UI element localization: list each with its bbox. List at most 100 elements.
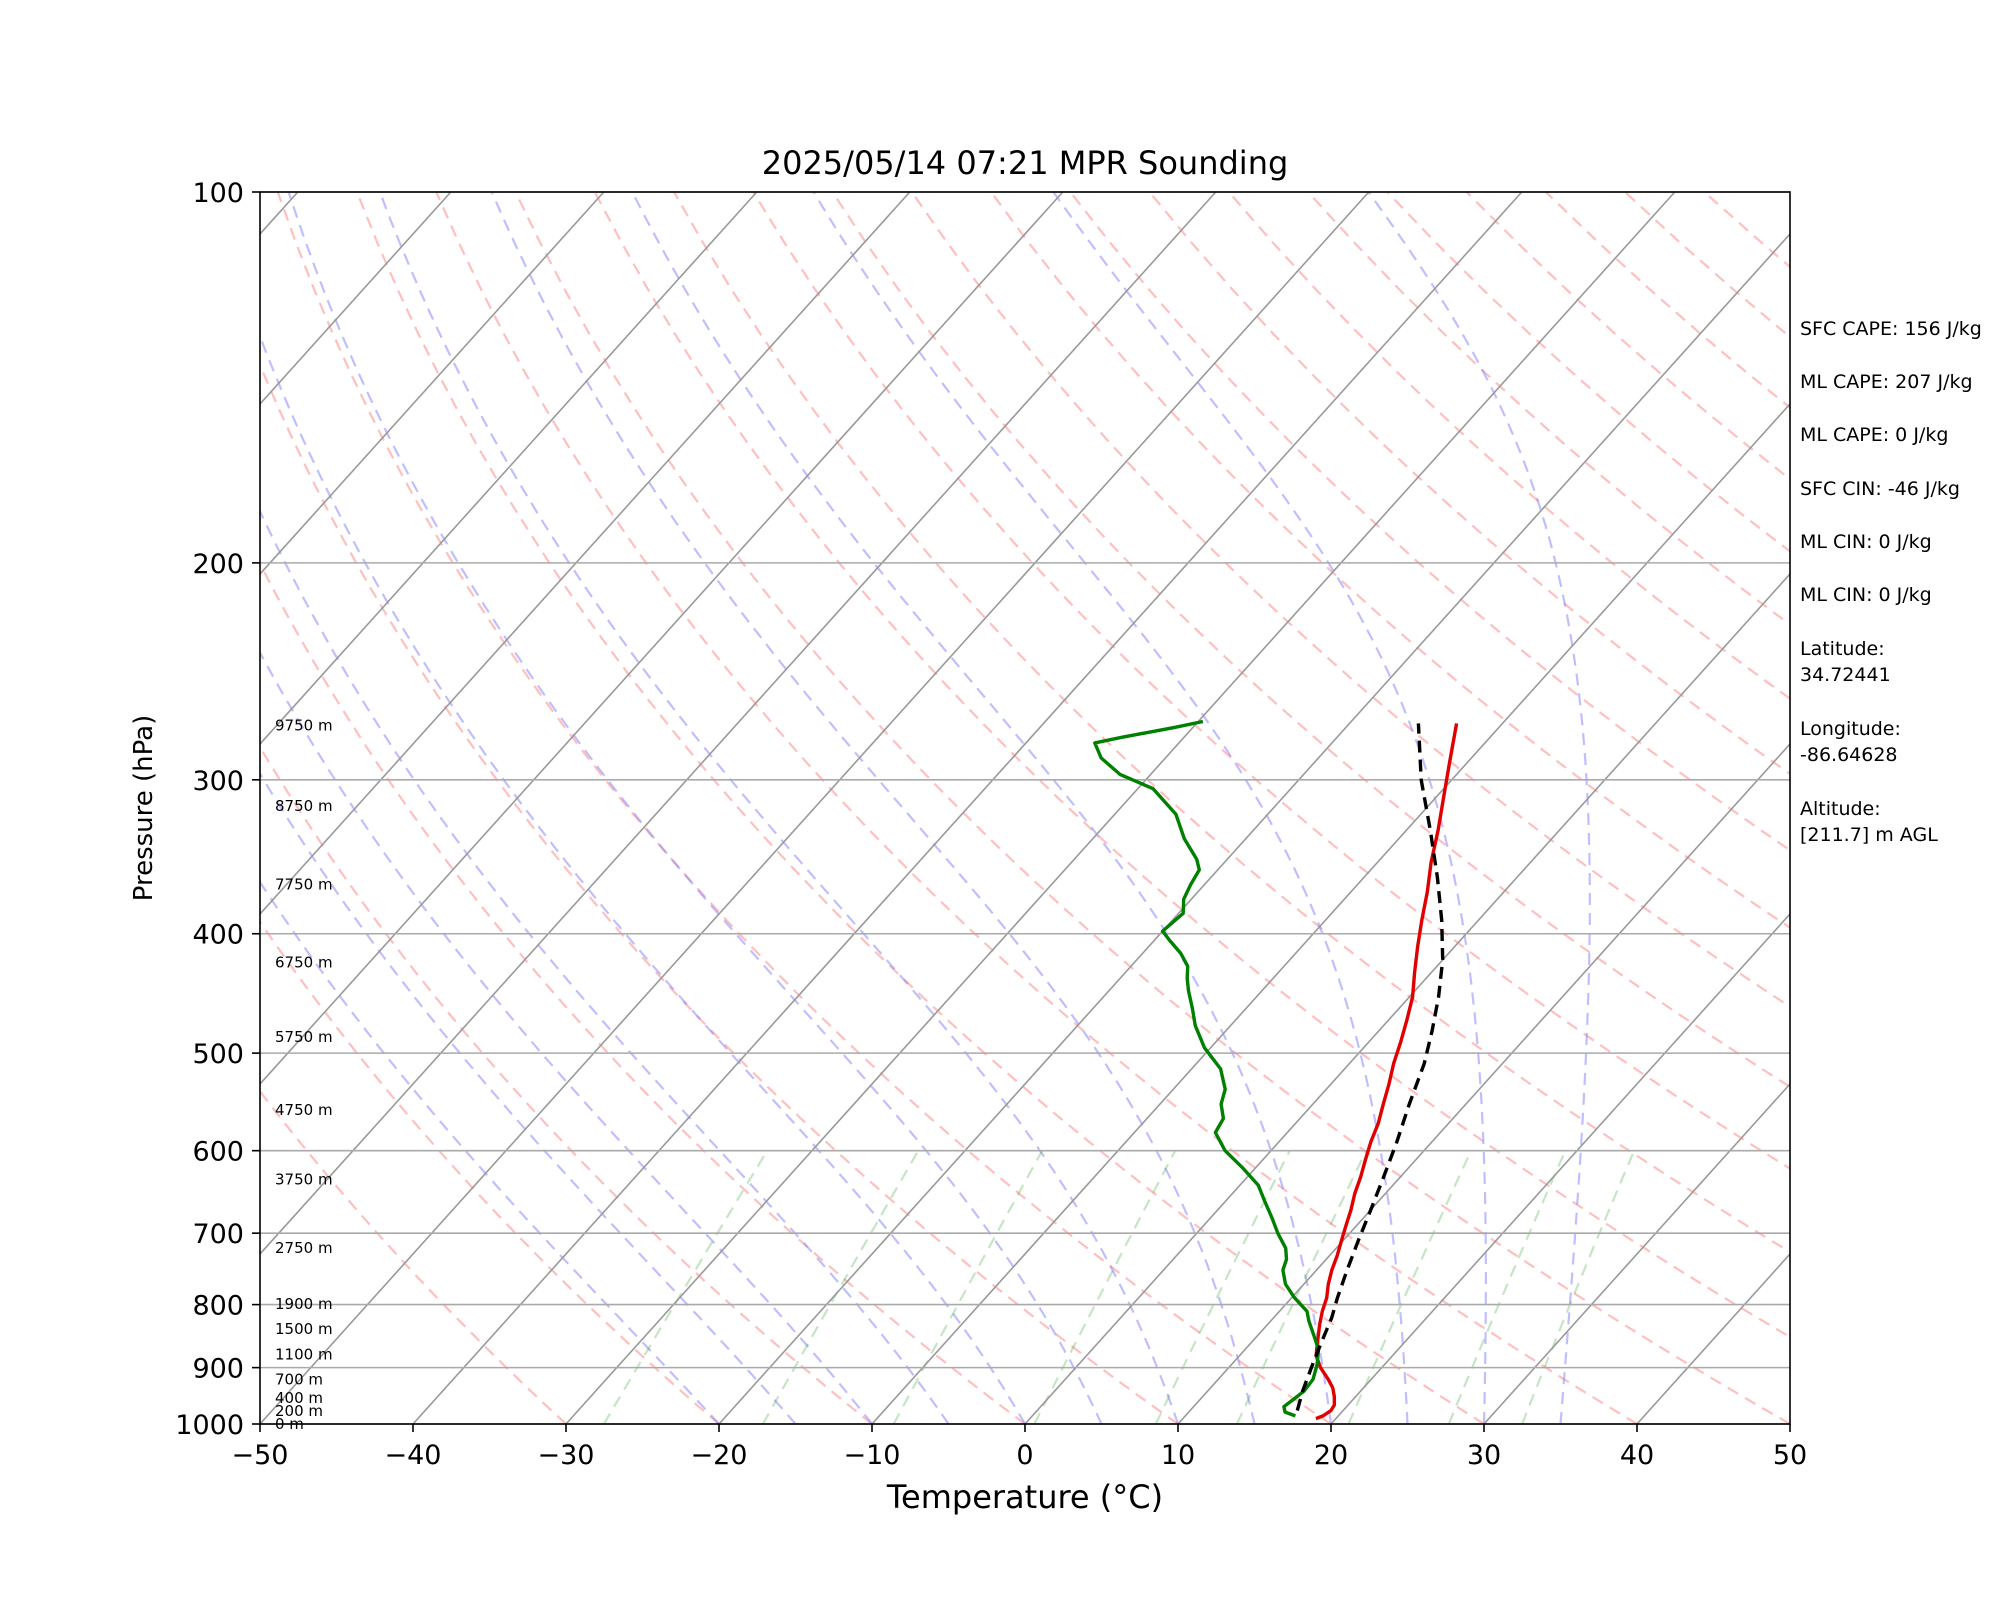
- latitude-label: Latitude: 34.72441: [1800, 638, 1891, 686]
- isotherm: [1177, 742, 1790, 1424]
- dry-adiabat: [260, 919, 720, 1424]
- height-label: 6750 m: [275, 953, 333, 971]
- height-label: 1500 m: [275, 1320, 333, 1338]
- x-tick-label: −20: [691, 1440, 748, 1471]
- dry-adiabat: [260, 361, 1179, 1424]
- sfc-cin-label: SFC CIN: -46 J/kg: [1800, 478, 1960, 500]
- moist-adiabat: [260, 508, 950, 1424]
- ml-cin-label: ML CIN: 0 J/kg: [1800, 531, 1932, 553]
- isotherm: [718, 232, 1790, 1424]
- temperature-profile: [1314, 723, 1459, 1421]
- y-tick-label: 500: [192, 1039, 244, 1070]
- moist-adiabat: [260, 333, 1026, 1424]
- height-label: 1900 m: [275, 1295, 333, 1313]
- height-label: 3750 m: [275, 1170, 333, 1188]
- isotherm: [260, 192, 1370, 1424]
- y-tick-label: 300: [192, 766, 244, 797]
- x-tick-label: 20: [1314, 1440, 1348, 1471]
- isotherm: [260, 192, 911, 916]
- background-reference-lines: [0, 192, 1790, 1424]
- isotherm: [1483, 1082, 1790, 1424]
- height-label: 9750 m: [275, 716, 333, 734]
- isotherm: [260, 192, 1064, 1086]
- x-tick-label: −50: [232, 1440, 289, 1471]
- dry-adiabat: [260, 745, 873, 1424]
- x-tick-label: 0: [1016, 1440, 1033, 1471]
- height-label: 2750 m: [275, 1239, 333, 1257]
- mixing-ratio-line: [1154, 1150, 1291, 1424]
- moist-adiabat: [260, 650, 873, 1424]
- dry-adiabat: [514, 192, 1790, 1424]
- isotherm: [1024, 572, 1790, 1424]
- dry-adiabat: [1227, 192, 1790, 700]
- ml-cin-label-2: ML CIN: 0 J/kg: [1800, 584, 1932, 606]
- y-tick-label: 700: [192, 1219, 244, 1250]
- mixing-ratio-line: [1521, 1150, 1636, 1424]
- ml-cape-label-2: ML CAPE: 0 J/kg: [1800, 424, 1949, 446]
- mixing-ratio-line: [1033, 1150, 1177, 1424]
- dewpoint-profile: [1093, 719, 1321, 1418]
- dry-adiabat: [276, 192, 1332, 1424]
- mixing-ratio-line: [602, 1150, 769, 1424]
- height-label: 400 m: [275, 1389, 323, 1407]
- height-label: 7750 m: [275, 876, 333, 894]
- isotherm: [260, 192, 1217, 1256]
- height-label: 8750 m: [275, 797, 333, 815]
- y-tick-label: 1000: [175, 1410, 244, 1441]
- moist-adiabat: [1367, 192, 1591, 1424]
- moist-adiabat: [287, 192, 1103, 1424]
- dry-adiabat: [752, 192, 1790, 1170]
- isotherm: [260, 192, 758, 746]
- y-axis-ticks: 100 200 300 400 500 600 700 800 900 1000: [175, 178, 260, 1441]
- y-tick-label: 100: [192, 178, 244, 209]
- height-label: 4750 m: [275, 1101, 333, 1119]
- dry-adiabat: [673, 192, 1790, 1254]
- longitude-label: Longitude: -86.64628: [1800, 718, 1901, 766]
- y-axis-label: Pressure (hPa): [129, 715, 159, 902]
- isotherm: [412, 192, 1523, 1424]
- y-tick-label: 800: [192, 1291, 244, 1322]
- moist-adiabat: [812, 192, 1409, 1424]
- mixing-ratio-line: [892, 1150, 1044, 1424]
- y-tick-label: 200: [192, 549, 244, 580]
- x-tick-label: 40: [1620, 1440, 1654, 1471]
- ml-cape-label: ML CAPE: 207 J/kg: [1800, 371, 1973, 393]
- mixing-ratio-line: [1447, 1150, 1567, 1424]
- dry-adiabat: [260, 561, 1026, 1424]
- x-tick-label: −40: [385, 1440, 442, 1471]
- isotherm: [260, 192, 605, 576]
- height-label: 5750 m: [275, 1028, 333, 1046]
- dry-adiabat: [355, 192, 1485, 1424]
- plot-frame: [259, 191, 1791, 1425]
- parcel-profile: [1295, 723, 1445, 1411]
- sounding-profiles: [1093, 719, 1459, 1421]
- y-tick-label: 900: [192, 1354, 244, 1385]
- x-tick-label: −10: [844, 1440, 901, 1471]
- moist-adiabat: [1052, 192, 1487, 1424]
- dry-adiabat: [1069, 192, 1790, 852]
- y-tick-label: 400: [192, 920, 244, 951]
- y-tick-label: 600: [192, 1137, 244, 1168]
- height-label: 1100 m: [275, 1345, 333, 1363]
- x-tick-label: 30: [1467, 1440, 1501, 1471]
- isotherm: [0, 192, 145, 1424]
- x-axis-label: Temperature (°C): [886, 1478, 1163, 1516]
- pressure-gridlines: [260, 191, 1790, 1425]
- sfc-cape-label: SFC CAPE: 156 J/kg: [1800, 318, 1982, 340]
- x-axis-ticks: −50 −40 −30 −20 −10 0 10 20 30 40 50: [232, 1424, 1807, 1471]
- altitude-label: Altitude: [211.7] m AGL: [1800, 798, 1938, 846]
- chart-title: 2025/05/14 07:21 MPR Sounding: [762, 144, 1289, 182]
- x-tick-label: 50: [1773, 1440, 1807, 1471]
- x-tick-label: −30: [538, 1440, 595, 1471]
- x-tick-label: 10: [1161, 1440, 1195, 1471]
- isotherm: [260, 192, 452, 406]
- dry-adiabat: [593, 192, 1790, 1339]
- moist-adiabat: [378, 192, 1180, 1424]
- height-label: 700 m: [275, 1370, 323, 1388]
- isotherm: [1330, 912, 1790, 1424]
- dry-adiabat: [435, 192, 1638, 1424]
- moist-adiabat: [490, 192, 1256, 1424]
- dry-adiabat: [1148, 192, 1790, 776]
